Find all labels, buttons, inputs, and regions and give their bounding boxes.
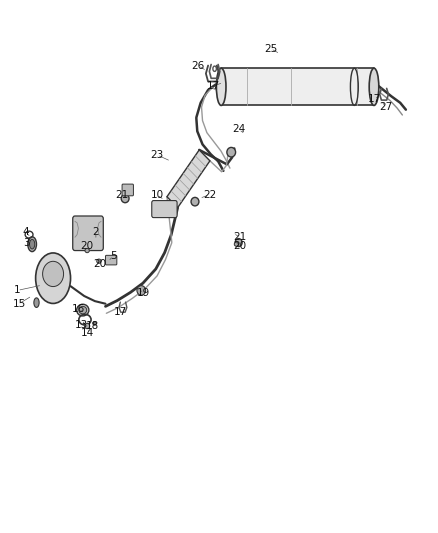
- Text: 17: 17: [114, 306, 127, 317]
- Text: 10: 10: [150, 190, 163, 200]
- Ellipse shape: [85, 324, 90, 329]
- Ellipse shape: [85, 248, 89, 253]
- Text: 22: 22: [203, 190, 216, 200]
- Text: 2: 2: [92, 227, 99, 237]
- Ellipse shape: [28, 237, 36, 252]
- Text: 1: 1: [14, 286, 21, 295]
- Ellipse shape: [216, 68, 226, 106]
- Ellipse shape: [35, 253, 71, 303]
- Text: 21: 21: [233, 232, 247, 243]
- Text: 20: 20: [233, 241, 247, 251]
- Text: 3: 3: [23, 238, 29, 247]
- Ellipse shape: [42, 261, 64, 287]
- Ellipse shape: [97, 259, 101, 263]
- Polygon shape: [167, 150, 210, 208]
- Text: 20: 20: [94, 259, 107, 269]
- Text: 16: 16: [72, 304, 85, 314]
- Ellipse shape: [121, 194, 129, 203]
- Text: 4: 4: [23, 227, 29, 237]
- FancyBboxPatch shape: [73, 216, 103, 251]
- Ellipse shape: [79, 306, 87, 314]
- Ellipse shape: [137, 286, 146, 295]
- Text: 14: 14: [81, 328, 94, 338]
- Ellipse shape: [235, 239, 242, 247]
- Ellipse shape: [191, 197, 199, 206]
- Text: 17: 17: [367, 94, 381, 104]
- Text: 5: 5: [110, 251, 117, 261]
- Text: 26: 26: [191, 61, 205, 70]
- Ellipse shape: [227, 148, 236, 157]
- Text: 25: 25: [264, 44, 277, 53]
- Text: 19: 19: [137, 288, 151, 298]
- Ellipse shape: [34, 298, 39, 308]
- Text: 17: 17: [207, 81, 220, 91]
- Text: 21: 21: [116, 190, 129, 200]
- Text: 13: 13: [75, 320, 88, 330]
- Ellipse shape: [77, 304, 89, 316]
- Polygon shape: [221, 68, 374, 106]
- FancyBboxPatch shape: [152, 200, 177, 217]
- FancyBboxPatch shape: [122, 184, 134, 196]
- Ellipse shape: [93, 321, 96, 325]
- Text: 27: 27: [379, 102, 392, 112]
- Text: 18: 18: [86, 321, 99, 331]
- Text: 24: 24: [232, 124, 245, 134]
- Ellipse shape: [29, 239, 35, 249]
- Text: 23: 23: [150, 150, 164, 160]
- FancyBboxPatch shape: [106, 255, 117, 265]
- Ellipse shape: [234, 242, 239, 246]
- Ellipse shape: [369, 68, 379, 106]
- Text: 20: 20: [81, 241, 94, 251]
- Text: 15: 15: [12, 298, 26, 309]
